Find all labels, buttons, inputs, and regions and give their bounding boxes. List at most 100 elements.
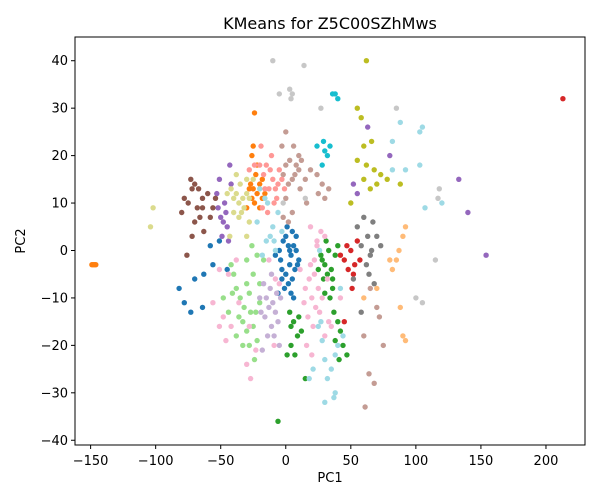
scatter-point-brown-17 (188, 176, 194, 182)
scatter-point-blue-34 (176, 285, 182, 292)
y-tick-label: −20 (41, 339, 68, 354)
scatter-point-light_orange-6 (397, 304, 403, 311)
x-tick-label: 100 (403, 454, 428, 469)
y-tick-label: 30 (51, 102, 68, 117)
scatter-point-pink-28 (223, 337, 229, 344)
scatter-point-blue-31 (181, 300, 187, 306)
scatter-point-gray-2 (365, 233, 371, 239)
x-tick-label: −150 (73, 454, 109, 469)
scatter-point-gray-3 (358, 243, 364, 249)
scatter-point-light_cyan-17 (324, 375, 331, 382)
scatter-point-light_cyan-32 (417, 162, 423, 168)
scatter-point-purple-6 (214, 190, 220, 197)
scatter-point-blue-32 (188, 309, 194, 315)
scatter-point-pink-0 (302, 285, 308, 292)
scatter-point-purple-14 (365, 124, 371, 130)
scatter-point-green-15 (332, 337, 338, 344)
scatter-point-blue-25 (279, 276, 285, 282)
scatter-point-light_green-24 (253, 309, 259, 315)
scatter-point-pink-21 (324, 276, 331, 282)
scatter-point-green-21 (294, 333, 301, 339)
scatter-point-green-13 (335, 319, 341, 325)
scatter-point-light_orange-2 (396, 247, 402, 254)
scatter-point-green-25 (288, 323, 294, 330)
scatter-point-cyan-1 (332, 91, 338, 97)
scatter-point-light_gray-6 (318, 105, 324, 111)
scatter-point-blue-22 (296, 257, 302, 263)
scatter-point-salmon-10 (279, 176, 285, 182)
scatter-point-tan-1 (293, 162, 299, 168)
scatter-point-khaki-3 (241, 205, 247, 211)
scatter-point-khaki-8 (238, 209, 245, 216)
scatter-point-light_cyan-29 (397, 119, 403, 126)
scatter-point-light_green-2 (237, 295, 243, 301)
scatter-point-green-3 (324, 271, 331, 277)
x-tick-label: −100 (138, 454, 174, 469)
scatter-point-brown-2 (189, 186, 195, 192)
scatter-point-salmon-4 (266, 186, 272, 192)
scatter-point-light_orange-10 (374, 285, 380, 292)
scatter-point-light_gray-3 (289, 91, 295, 97)
scatter-point-purple-11 (227, 162, 233, 168)
scatter-point-purple-8 (225, 238, 232, 244)
scatter-point-red-2 (350, 271, 357, 277)
scatter-point-gray-8 (370, 219, 376, 225)
scatter-point-lavender-8 (268, 323, 275, 330)
scatter-point-tan-25 (280, 214, 286, 220)
scatter-point-purple-7 (219, 233, 225, 239)
scatter-point-tan-13 (283, 195, 289, 201)
scatter-point-tan-11 (290, 143, 297, 149)
scatter-point-tan-20 (307, 167, 314, 173)
scatter-point-green-26 (296, 314, 302, 320)
scatter-point-pink-16 (318, 228, 324, 235)
x-axis-label: PC1 (317, 471, 342, 486)
scatter-point-cyan-5 (324, 152, 331, 159)
scatter-point-khaki-18 (227, 233, 233, 239)
scatter-point-green-7 (326, 247, 332, 254)
chart-title: KMeans for Z5C00SZhMws (223, 14, 437, 33)
scatter-point-pink-39 (309, 352, 315, 358)
scatter-point-salmon-13 (259, 205, 265, 211)
scatter-point-light_green-17 (254, 252, 260, 258)
scatter-point-tan-2 (287, 157, 293, 163)
scatter-point-purple-5 (221, 200, 228, 206)
scatter-point-green-28 (302, 375, 308, 382)
scatter-point-tan-30 (371, 380, 377, 386)
scatter-point-pink-30 (236, 300, 242, 306)
scatter-point-orange-10 (250, 143, 256, 149)
scatter-point-blue-21 (287, 247, 293, 254)
scatter-point-red-8 (357, 257, 363, 263)
scatter-point-green-22 (288, 342, 294, 349)
scatter-point-tan-23 (285, 219, 292, 225)
scatter-point-light_cyan-2 (272, 247, 279, 254)
scatter-point-blue-35 (224, 266, 230, 273)
scatter-point-light_green-22 (225, 309, 232, 315)
scatter-point-light_green-13 (254, 337, 260, 344)
scatter-point-light_orange-1 (400, 233, 406, 239)
scatter-point-light_gray-12 (436, 186, 442, 192)
scatter-point-pink-26 (220, 314, 226, 320)
scatter-point-brown-16 (199, 195, 206, 201)
scatter-point-tan-9 (297, 186, 303, 192)
scatter-point-pink-12 (322, 333, 328, 339)
scatter-point-khaki-6 (246, 195, 252, 201)
scatter-point-olive-4 (361, 176, 367, 182)
scatter-point-tan-33 (376, 314, 383, 320)
scatter-point-salmon-1 (270, 176, 276, 182)
scatter-point-red-3 (348, 247, 354, 254)
scatter-point-olive-10 (354, 157, 360, 163)
scatter-point-blue-9 (279, 266, 285, 273)
scatter-point-olive-5 (367, 186, 373, 192)
scatter-point-olive-0 (363, 58, 370, 64)
x-tick-label: 150 (469, 454, 494, 469)
scatter-point-brown-15 (207, 214, 213, 220)
scatter-point-pink-37 (337, 295, 344, 301)
scatter-point-green-4 (328, 266, 334, 273)
scatter-point-tan-10 (280, 171, 286, 178)
scatter-point-green-31 (320, 276, 327, 282)
y-axis-label: PC2 (14, 228, 29, 253)
scatter-point-blue-1 (280, 238, 286, 244)
scatter-point-tan-16 (319, 181, 325, 187)
scatter-point-green-24 (284, 352, 290, 358)
scatter-point-light_cyan-22 (322, 399, 328, 405)
